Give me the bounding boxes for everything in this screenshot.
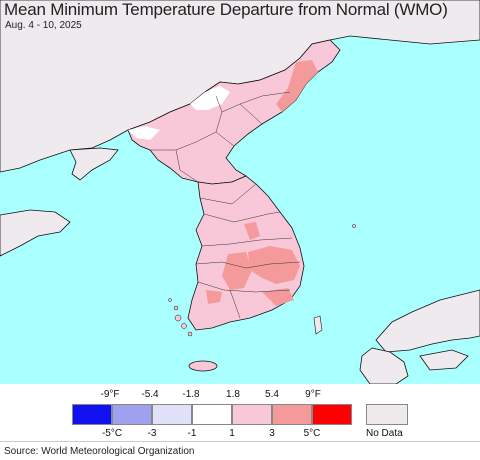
legend-c-label: -1	[187, 428, 197, 439]
divider	[0, 441, 480, 442]
nk-neutral-patch	[190, 86, 230, 110]
source-credit: Source: World Meteorological Organizatio…	[4, 446, 195, 457]
nk-warm-coast	[276, 60, 318, 112]
legend-f-label: 5.4	[265, 389, 279, 400]
legend-nodata-label: No Data	[366, 428, 403, 439]
sk-warm-center	[222, 252, 252, 290]
legend-nodata-swatch	[366, 404, 408, 425]
legend-c-label: 5°C	[303, 428, 321, 439]
legend-f-label: 9°F	[305, 389, 321, 400]
legend-c-label: 1	[229, 428, 235, 439]
legend-swatch	[232, 404, 272, 425]
land-japan-honshu	[375, 289, 480, 353]
map-subtitle: Aug. 4 - 10, 2025	[5, 20, 82, 31]
legend-f-label: -1.8	[182, 389, 200, 400]
land-liaodong	[69, 147, 119, 181]
province-borders	[150, 91, 301, 319]
sw-islands	[168, 298, 193, 337]
sk-warm-east	[248, 246, 300, 284]
legend-f-label: -9°F	[100, 389, 120, 400]
legend-f-label: -5.4	[141, 389, 159, 400]
legend-c-label: -5°C	[101, 428, 123, 439]
legend-swatch	[192, 404, 232, 425]
map-title: Mean Minimum Temperature Departure from …	[4, 0, 448, 19]
map-canvas	[0, 0, 480, 384]
legend-fahrenheit-labels: -9°F -5.4 -1.8 1.8 5.4 9°F	[0, 389, 480, 403]
land-japan-kyushu	[359, 347, 409, 384]
ulleung-island	[352, 224, 356, 228]
legend-c-label: -3	[147, 428, 157, 439]
legend-celsius-labels: -5°C -3 -1 1 3 5°C	[0, 428, 480, 442]
map	[0, 0, 480, 384]
sk-warm-north	[244, 222, 260, 240]
jeju-island	[188, 360, 218, 372]
sk-warm-south	[262, 288, 294, 306]
legend-c-label: 3	[269, 428, 275, 439]
nk-neutral-west	[128, 126, 160, 140]
legend-swatch	[152, 404, 192, 425]
land-japan-shikoku	[419, 349, 469, 371]
legend-f-label: 1.8	[226, 389, 240, 400]
legend-swatch	[112, 404, 152, 425]
legend-swatch	[272, 404, 312, 425]
land-china-shandong	[0, 209, 71, 257]
legend-swatch	[312, 404, 352, 425]
tsushima-island	[313, 315, 323, 335]
sk-warm-sw	[206, 290, 222, 304]
legend-swatch	[72, 404, 112, 425]
